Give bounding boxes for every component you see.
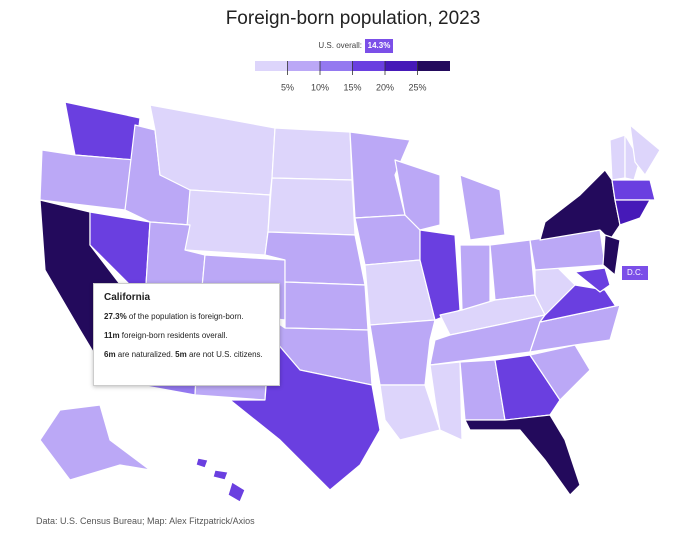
legend: 5% 10% 15% 20% 25%: [255, 61, 450, 92]
state: [369, 319, 436, 386]
state: [464, 414, 581, 496]
state: [379, 384, 441, 441]
legend-swatch: [320, 61, 353, 71]
state: [611, 179, 656, 201]
state: [534, 264, 576, 316]
state: [349, 131, 411, 219]
overall-label: U.S. overall:: [318, 41, 362, 50]
dc-label: D.C.: [627, 268, 643, 277]
source: Data: U.S. Census Bureau; Map: Alex Fitz…: [36, 516, 255, 526]
legend-tick-label: 20%: [376, 82, 394, 92]
overall-value: 14.3%: [368, 41, 391, 50]
tooltip-line: 27.3% of the population is foreign-born.: [104, 311, 269, 322]
tooltip-text: 5m: [175, 350, 187, 359]
state: [574, 267, 611, 293]
tooltip: California 27.3% of the population is for…: [93, 283, 280, 386]
state: [267, 177, 356, 236]
state: [195, 457, 209, 469]
state: [284, 281, 369, 331]
state: [39, 404, 151, 481]
state: [212, 469, 229, 481]
tooltip-line: 11m foreign-born residents overall.: [104, 330, 269, 341]
title: Foreign-born population, 2023: [226, 8, 481, 29]
tooltip-line: 6m are naturalized. 5m are not U.S. citi…: [104, 349, 269, 360]
state: [354, 214, 421, 266]
tooltip-text: 11m: [104, 331, 120, 340]
dc-badge: [622, 266, 648, 280]
state: [459, 174, 506, 241]
state: [529, 344, 591, 401]
state: [394, 159, 441, 231]
tooltip-text: are not U.S. citizens.: [186, 350, 263, 359]
tooltip-text: of the population is foreign-born.: [126, 312, 244, 321]
tooltip-text: foreign-born residents overall.: [119, 331, 228, 340]
state: [494, 354, 561, 421]
legend-swatch: [385, 61, 418, 71]
state: [629, 124, 661, 176]
legend-tick-label: 25%: [408, 82, 426, 92]
state: [614, 199, 651, 226]
legend-swatch: [417, 61, 450, 71]
tooltip-text: 6m: [104, 350, 116, 359]
legend-swatch: [352, 61, 385, 71]
tooltip-title: California: [104, 292, 151, 303]
tooltip-text: are naturalized.: [115, 350, 176, 359]
state: [184, 189, 271, 256]
legend-tick-label: 10%: [311, 82, 329, 92]
state: [609, 134, 626, 181]
legend-tick-label: 5%: [281, 82, 294, 92]
state: [539, 169, 621, 241]
state: [64, 101, 141, 161]
tooltip-text: 27.3%: [104, 312, 127, 321]
state: [602, 234, 621, 276]
legend-tick-label: 15%: [343, 82, 361, 92]
state: [39, 149, 136, 211]
state: [429, 361, 463, 441]
legend-swatch: [287, 61, 320, 71]
state: [227, 481, 246, 503]
state: [271, 127, 353, 181]
legend-swatch: [255, 61, 288, 71]
state: [489, 239, 536, 301]
state: [459, 244, 491, 311]
overall-badge: [365, 39, 393, 53]
